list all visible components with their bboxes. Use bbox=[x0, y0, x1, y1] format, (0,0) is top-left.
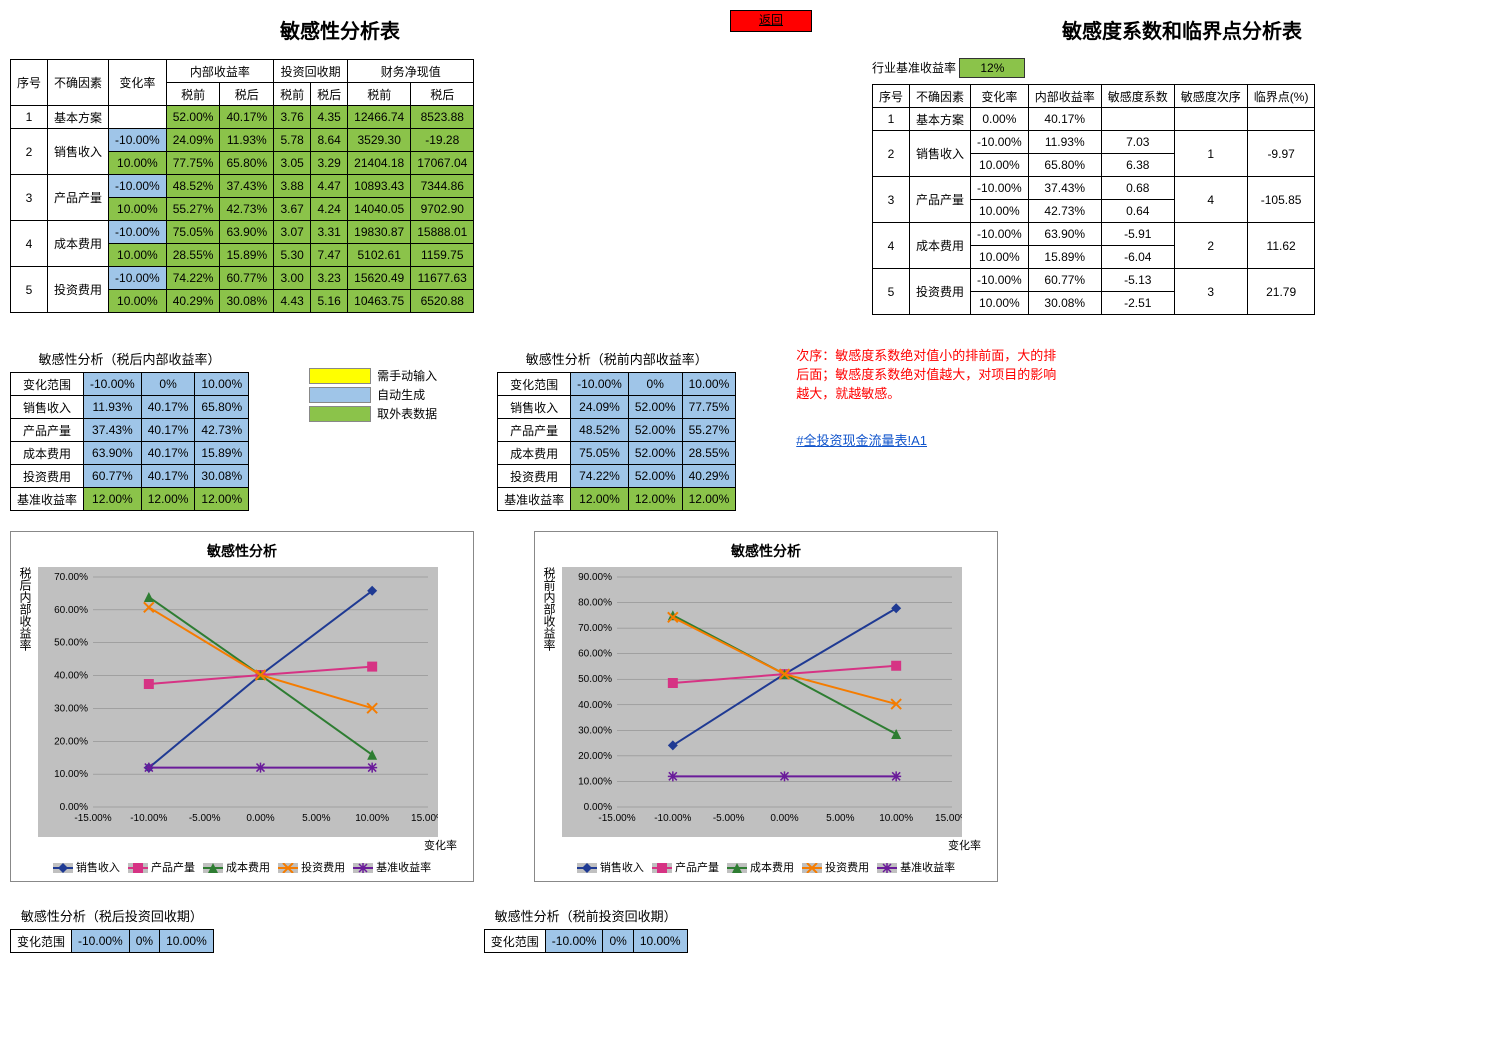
svg-text:10.00%: 10.00% bbox=[54, 769, 88, 780]
sheet-link[interactable]: #全投资现金流量表!A1 bbox=[796, 433, 927, 448]
chart-pre-irr: 敏感性分析税前内部收益率0.00%10.00%20.00%30.00%40.00… bbox=[534, 531, 998, 882]
small-table-pre-irr: 敏感性分析（税前内部收益率）变化范围-10.00%0%10.00%销售收入24.… bbox=[497, 345, 736, 511]
svg-text:0.00%: 0.00% bbox=[60, 802, 88, 813]
small-table-pre-pb: 敏感性分析（税前投资回收期）变化范围-10.00%0%10.00% bbox=[484, 902, 688, 953]
svg-text:80.00%: 80.00% bbox=[578, 598, 612, 609]
svg-text:20.00%: 20.00% bbox=[578, 751, 612, 762]
svg-text:60.00%: 60.00% bbox=[578, 649, 612, 660]
svg-text:40.00%: 40.00% bbox=[54, 671, 88, 682]
small-table-post-pb: 敏感性分析（税后投资回收期）变化范围-10.00%0%10.00% bbox=[10, 902, 214, 953]
svg-text:0.00%: 0.00% bbox=[770, 813, 798, 824]
svg-text:50.00%: 50.00% bbox=[54, 638, 88, 649]
svg-text:70.00%: 70.00% bbox=[54, 572, 88, 583]
svg-text:40.00%: 40.00% bbox=[578, 700, 612, 711]
svg-text:70.00%: 70.00% bbox=[578, 623, 612, 634]
svg-text:-15.00%: -15.00% bbox=[598, 813, 635, 824]
svg-text:-10.00%: -10.00% bbox=[130, 813, 167, 824]
svg-text:20.00%: 20.00% bbox=[54, 736, 88, 747]
title-right: 敏感度系数和临界点分析表 bbox=[872, 15, 1492, 44]
svg-text:15.00%: 15.00% bbox=[411, 813, 438, 824]
coefficient-table: 序号不确因素变化率内部收益率敏感度系数敏感度次序临界点(%)1基本方案0.00%… bbox=[872, 84, 1492, 315]
sensitivity-table: 序号不确因素变化率内部收益率投资回收期财务净现值税前税后税前税后税前税后1基本方… bbox=[10, 59, 670, 313]
svg-text:60.00%: 60.00% bbox=[54, 605, 88, 616]
svg-text:-5.00%: -5.00% bbox=[189, 813, 221, 824]
base-rate-label: 行业基准收益率 bbox=[872, 61, 956, 75]
svg-text:10.00%: 10.00% bbox=[578, 776, 612, 787]
svg-text:30.00%: 30.00% bbox=[54, 703, 88, 714]
return-link[interactable]: 返回 bbox=[730, 10, 812, 32]
svg-text:-5.00%: -5.00% bbox=[713, 813, 745, 824]
svg-text:5.00%: 5.00% bbox=[826, 813, 854, 824]
svg-text:10.00%: 10.00% bbox=[879, 813, 913, 824]
small-table-post-irr: 敏感性分析（税后内部收益率）变化范围-10.00%0%10.00%销售收入11.… bbox=[10, 345, 249, 511]
color-legend: 需手动输入自动生成取外表数据 bbox=[309, 365, 437, 424]
svg-text:-10.00%: -10.00% bbox=[654, 813, 691, 824]
svg-text:50.00%: 50.00% bbox=[578, 674, 612, 685]
svg-text:10.00%: 10.00% bbox=[355, 813, 389, 824]
title-left: 敏感性分析表 bbox=[10, 15, 670, 44]
ordering-note: 次序：敏感度系数绝对值小的排前面，大的排后面；敏感度系数绝对值越大，对项目的影响… bbox=[796, 345, 1056, 402]
svg-text:5.00%: 5.00% bbox=[302, 813, 330, 824]
svg-text:0.00%: 0.00% bbox=[584, 802, 612, 813]
svg-text:30.00%: 30.00% bbox=[578, 725, 612, 736]
chart-post-irr: 敏感性分析税后内部收益率0.00%10.00%20.00%30.00%40.00… bbox=[10, 531, 474, 882]
svg-text:-15.00%: -15.00% bbox=[74, 813, 111, 824]
svg-text:15.00%: 15.00% bbox=[935, 813, 962, 824]
base-rate-value: 12% bbox=[959, 58, 1025, 78]
svg-text:90.00%: 90.00% bbox=[578, 572, 612, 583]
svg-text:0.00%: 0.00% bbox=[246, 813, 274, 824]
